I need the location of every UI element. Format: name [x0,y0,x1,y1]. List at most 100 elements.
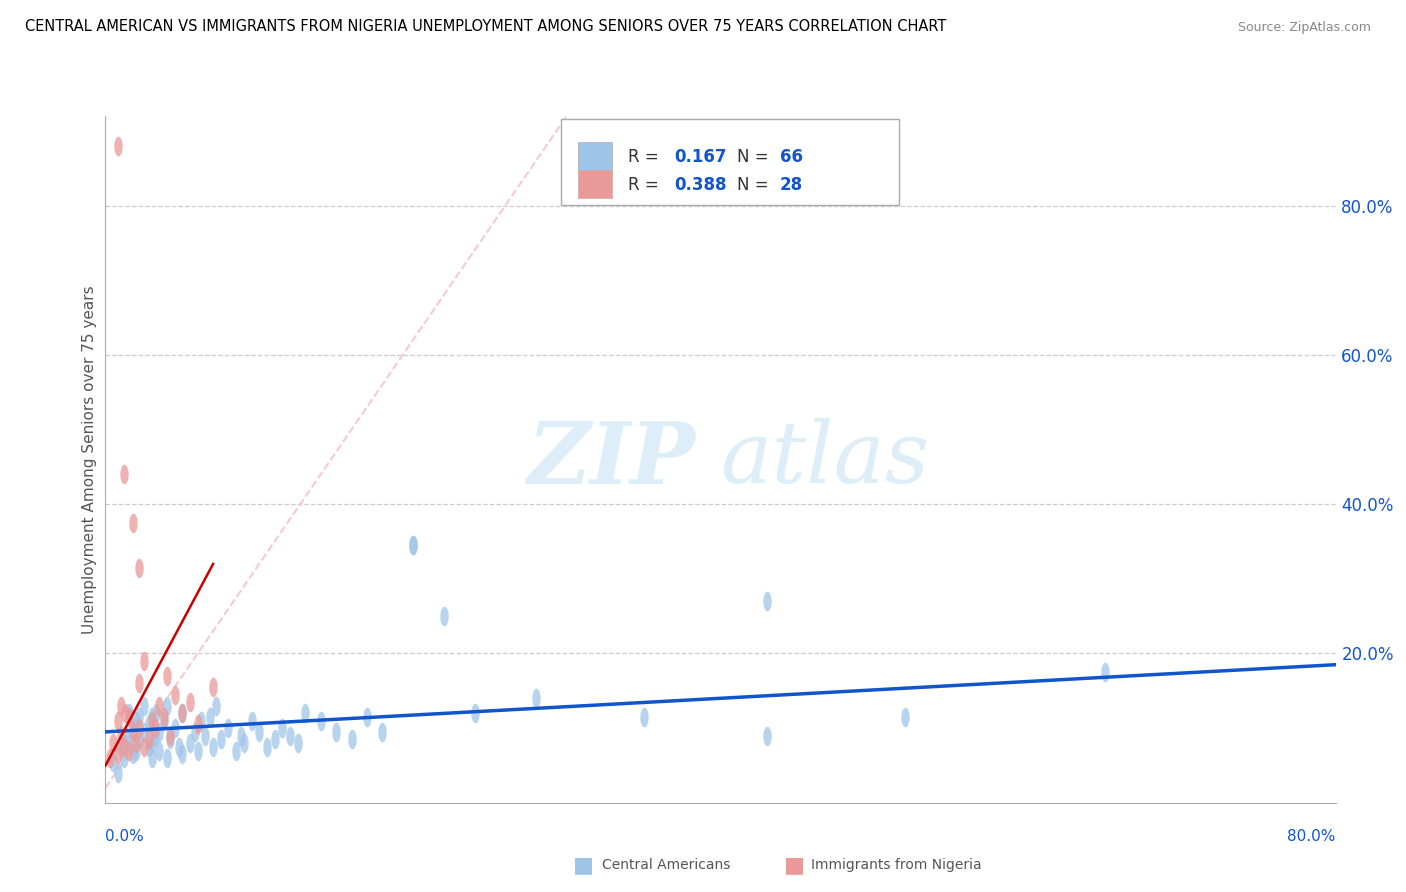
Point [132,654,155,668]
Text: CENTRAL AMERICAN VS IMMIGRANTS FROM NIGERIA UNEMPLOYMENT AMONG SENIORS OVER 75 Y: CENTRAL AMERICAN VS IMMIGRANTS FROM NIGE… [25,20,946,34]
Point [163,721,186,735]
Point [156,669,179,683]
Point [402,538,425,552]
Text: ZIP: ZIP [529,417,696,501]
Point [172,747,194,762]
Text: ■: ■ [574,855,593,875]
Point [524,691,547,706]
Point [247,724,270,739]
Point [218,721,240,735]
Point [169,739,191,754]
Point [141,710,163,724]
Point [107,714,129,728]
Point [125,714,148,728]
FancyBboxPatch shape [578,169,613,198]
Point [194,729,217,743]
Point [309,714,332,728]
Point [112,751,135,765]
Point [143,721,166,735]
Point [202,739,225,754]
Point [128,710,150,724]
Point [143,729,166,743]
Point [101,755,124,769]
Point [110,698,132,713]
Point [110,739,132,754]
Point [209,732,232,747]
Point [179,695,201,709]
Text: R =: R = [628,148,664,166]
Point [433,609,456,624]
Point [225,743,247,757]
Point [172,706,194,721]
Text: atlas: atlas [721,418,929,500]
Point [402,538,425,552]
FancyBboxPatch shape [561,120,898,205]
Point [128,721,150,735]
Text: 66: 66 [780,148,803,166]
Point [122,747,145,762]
Point [112,467,135,482]
Text: 0.0%: 0.0% [105,829,145,844]
Point [187,743,209,757]
Point [278,729,301,743]
Point [117,736,139,750]
Point [125,736,148,750]
Point [153,710,176,724]
Point [128,560,150,574]
Point [205,698,228,713]
Point [894,710,917,724]
Point [148,698,170,713]
Point [156,698,179,713]
Point [229,729,252,743]
Point [138,717,160,731]
Point [371,724,394,739]
Text: N =: N = [737,176,773,194]
Point [256,739,278,754]
Text: 80.0%: 80.0% [1288,829,1336,844]
Point [128,732,150,747]
FancyBboxPatch shape [578,142,613,171]
Point [190,714,212,728]
Point [240,714,263,728]
Point [112,739,135,754]
Point [148,743,170,757]
Point [232,736,254,750]
Point [107,766,129,780]
Point [271,721,294,735]
Text: Central Americans: Central Americans [602,858,730,872]
Point [114,706,136,721]
Point [187,717,209,731]
Text: ■: ■ [785,855,804,875]
Y-axis label: Unemployment Among Seniors over 75 years: Unemployment Among Seniors over 75 years [82,285,97,633]
Point [141,714,163,728]
Point [172,706,194,721]
Point [464,706,486,721]
Point [138,732,160,747]
Point [179,736,201,750]
Text: R =: R = [628,176,664,194]
Text: Source: ZipAtlas.com: Source: ZipAtlas.com [1237,21,1371,34]
Point [114,729,136,743]
Point [202,680,225,694]
Text: 0.167: 0.167 [673,148,727,166]
Point [325,724,347,739]
Point [107,138,129,153]
Point [159,732,181,747]
Point [132,724,155,739]
Point [110,729,132,743]
Point [156,751,179,765]
Point [755,729,778,743]
Point [122,516,145,530]
Point [183,724,205,739]
Point [132,739,155,754]
Point [138,739,160,754]
Point [141,736,163,750]
Point [633,710,655,724]
Text: Immigrants from Nigeria: Immigrants from Nigeria [811,858,981,872]
Point [198,710,221,724]
Point [153,714,176,728]
Point [141,751,163,765]
Point [128,676,150,690]
Point [117,743,139,757]
Point [132,698,155,713]
